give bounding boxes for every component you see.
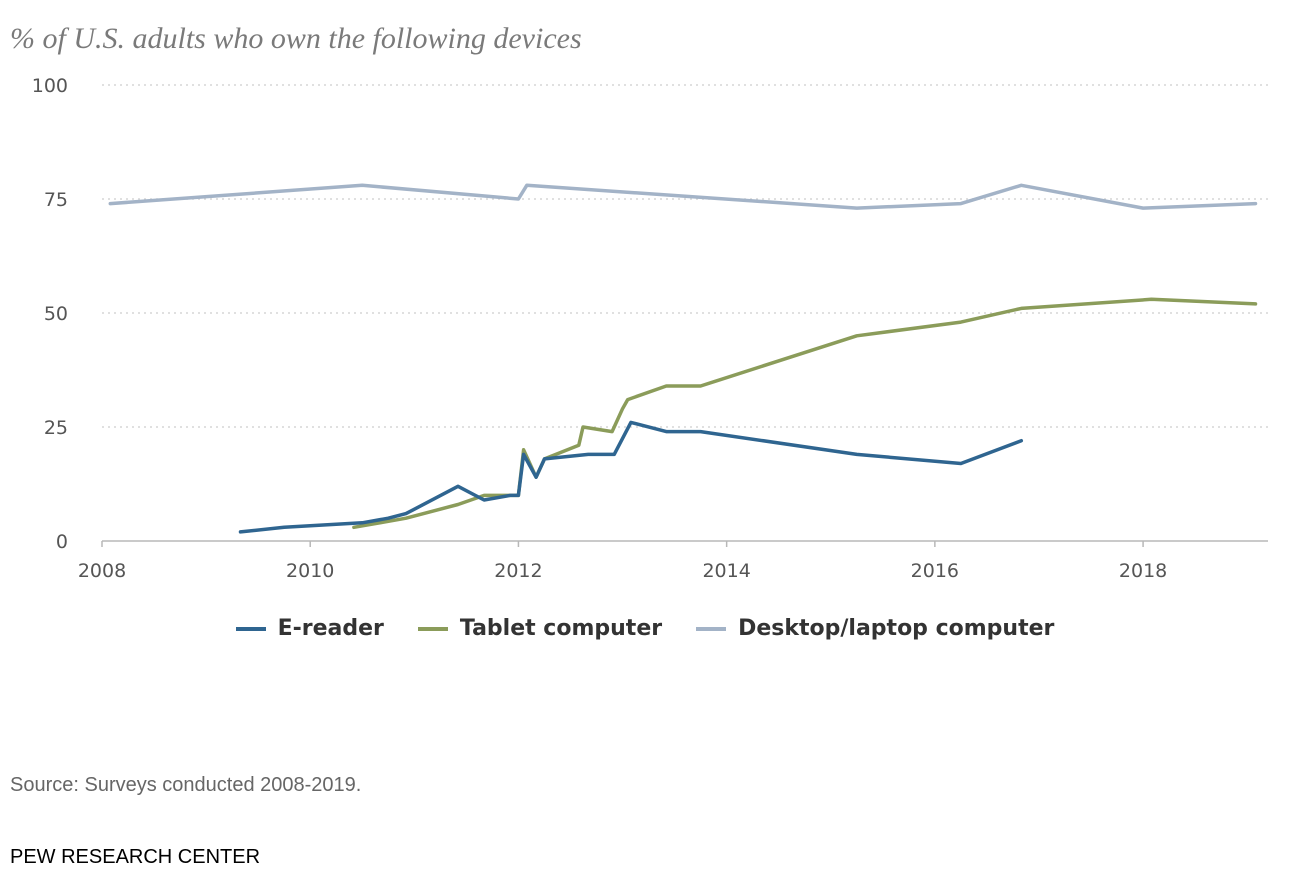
y-tick-label: 75 xyxy=(44,189,68,211)
source-note: Source: Surveys conducted 2008-2019. xyxy=(10,774,362,796)
x-tick-label: 2018 xyxy=(1119,560,1167,582)
legend-item-desktop: Desktop/laptop computer xyxy=(696,616,1054,641)
y-tick-label: 100 xyxy=(32,75,68,97)
y-tick-label: 25 xyxy=(44,417,68,439)
series-line-desktop-laptop-computer xyxy=(108,183,1258,210)
series-line-e-reader xyxy=(238,420,1024,534)
grid-lines xyxy=(102,84,1268,542)
legend-swatch-desktop xyxy=(696,626,727,631)
y-tick-label: 0 xyxy=(56,531,68,553)
legend-label-tablet: Tablet computer xyxy=(459,616,663,641)
line-chart: 100 75 50 25 0 2008 2010 2012 2014 2016 2018 xyxy=(32,75,1268,582)
y-axis-ticks: 100 75 50 25 0 xyxy=(32,75,68,553)
x-tick-label: 2008 xyxy=(78,560,126,582)
x-axis-ticks: 2008 2010 2012 2014 2016 2018 xyxy=(78,541,1167,582)
legend-label-desktop: Desktop/laptop computer xyxy=(738,616,1055,641)
x-tick-label: 2012 xyxy=(494,560,542,582)
x-tick-label: 2014 xyxy=(702,560,750,582)
series-line-tablet-computer xyxy=(352,297,1258,530)
y-tick-label: 50 xyxy=(44,303,68,325)
legend-swatch-e-reader xyxy=(235,626,266,631)
legend-label-e-reader: E-reader xyxy=(277,616,384,641)
chart-subtitle: % of U.S. adults who own the following d… xyxy=(10,22,582,55)
legend-item-tablet: Tablet computer xyxy=(417,616,663,641)
footer-brand: PEW RESEARCH CENTER xyxy=(10,846,261,868)
series-lines xyxy=(108,183,1258,534)
legend-swatch-tablet xyxy=(417,626,448,631)
legend-item-e-reader: E-reader xyxy=(235,616,384,641)
x-tick-label: 2010 xyxy=(286,560,334,582)
x-tick-label: 2016 xyxy=(911,560,959,582)
chart-legend: E-reader Tablet computer Desktop/laptop … xyxy=(0,616,1290,641)
